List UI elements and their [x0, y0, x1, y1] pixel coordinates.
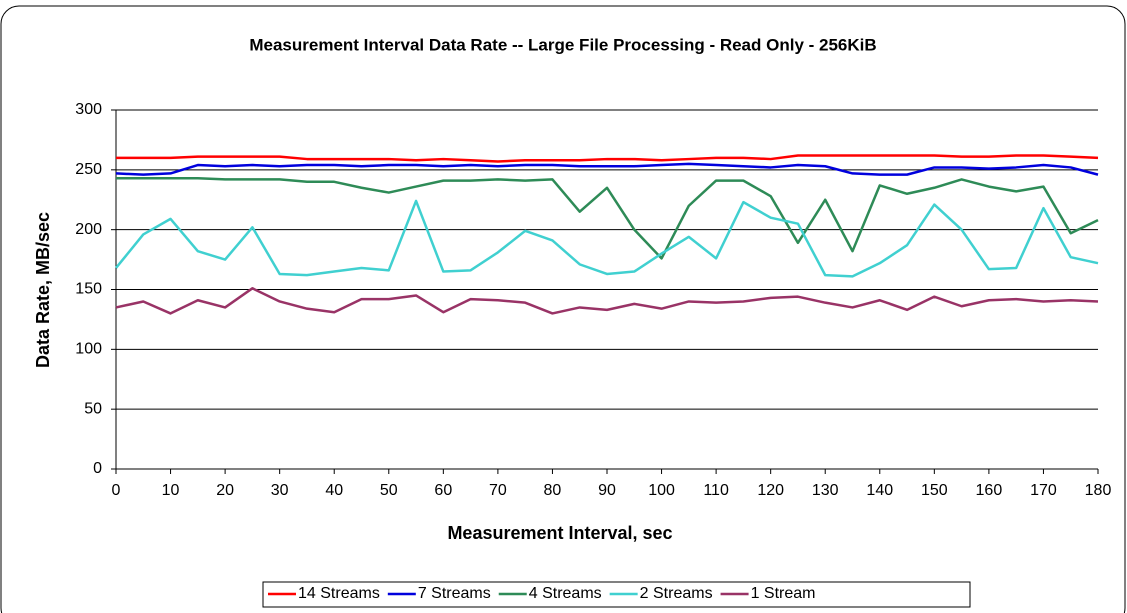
x-tick-label: 140	[866, 482, 893, 499]
legend-label: 4 Streams	[529, 585, 602, 602]
legend-label: 14 Streams	[298, 585, 380, 602]
y-tick-label: 150	[75, 281, 102, 298]
x-tick-label: 120	[757, 482, 784, 499]
x-tick-label: 20	[216, 482, 234, 499]
y-tick-label: 250	[75, 161, 102, 178]
x-tick-label: 160	[976, 482, 1003, 499]
x-tick-label: 10	[162, 482, 180, 499]
x-tick-label: 100	[648, 482, 675, 499]
x-tick-label: 60	[434, 482, 452, 499]
x-tick-label: 50	[380, 482, 398, 499]
x-tick-label: 180	[1085, 482, 1112, 499]
y-tick-label: 50	[84, 400, 102, 417]
legend-label: 7 Streams	[418, 585, 491, 602]
x-tick-label: 70	[489, 482, 507, 499]
chart-title: Measurement Interval Data Rate -- Large …	[249, 35, 876, 54]
x-tick-label: 170	[1030, 482, 1057, 499]
series-line	[116, 154, 1099, 163]
y-tick-label: 0	[93, 460, 102, 477]
x-tick-label: 110	[703, 482, 729, 499]
x-tick-label: 150	[921, 482, 948, 499]
legend-label: 1 Stream	[751, 585, 816, 602]
x-tick-label: 90	[598, 482, 616, 499]
x-tick-label: 40	[325, 482, 343, 499]
x-tick-label: 80	[544, 482, 562, 499]
legend-label: 2 Streams	[640, 585, 713, 602]
series-line	[115, 162, 1099, 176]
x-tick-label: 30	[271, 482, 289, 499]
x-tick-label: 0	[112, 482, 121, 499]
series-line	[115, 199, 1099, 278]
series-line	[116, 176, 1099, 260]
y-axis-label: Data Rate, MB/sec	[33, 212, 53, 368]
y-tick-label: 300	[75, 101, 102, 118]
x-tick-label: 130	[812, 482, 839, 499]
y-tick-label: 100	[75, 341, 102, 358]
series-line	[115, 287, 1099, 315]
x-axis-label: Measurement Interval, sec	[447, 523, 672, 543]
y-tick-label: 200	[75, 221, 102, 238]
